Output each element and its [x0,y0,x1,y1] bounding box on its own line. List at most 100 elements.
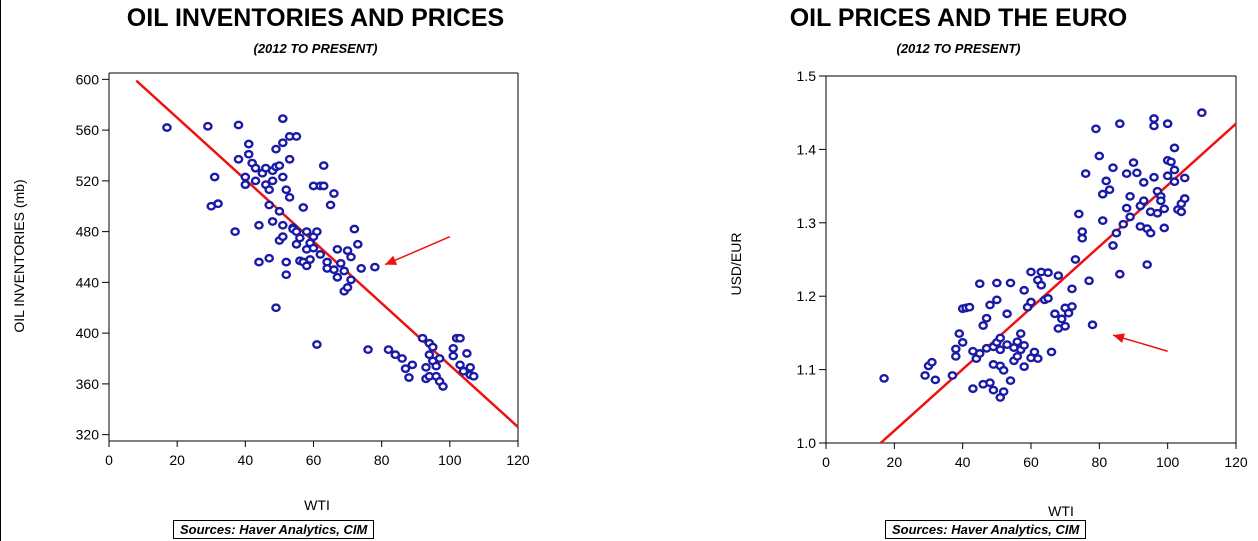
data-point [1111,228,1122,238]
data-point [1043,294,1053,303]
data-point [985,378,995,388]
data-point [240,180,251,190]
y-tick-label: 560 [76,122,100,138]
data-point [312,340,322,349]
data-point [1019,285,1029,295]
data-point [954,329,965,339]
data-point [1070,255,1081,264]
data-point [329,265,339,275]
data-point [203,121,213,131]
data-point [325,200,336,210]
data-point [1169,143,1180,153]
data-point [424,350,435,360]
data-point [1101,176,1111,186]
annotation-arrow-head [1113,333,1125,344]
data-point [1063,308,1074,318]
x-axis-label: WTI [1048,503,1074,519]
data-point [1149,114,1159,123]
x-tick-label: 120 [1224,454,1248,470]
data-point [1176,207,1187,217]
data-point [264,200,274,210]
y-tick-label: 1.3 [797,215,817,231]
data-point [383,345,394,355]
data-point [1074,209,1084,219]
data-point [213,199,223,209]
data-point [1026,297,1036,307]
data-point [431,361,442,371]
data-point [1118,219,1129,229]
data-point [1104,185,1115,195]
data-point [370,262,380,272]
data-point [271,303,281,313]
y-tick-label: 480 [76,224,100,240]
data-point [1142,260,1152,270]
data-point [947,371,958,380]
data-point [1138,196,1149,206]
data-point [1159,204,1170,214]
data-point [981,313,992,323]
data-point [1012,337,1023,347]
x-tick-label: 40 [955,454,971,470]
data-point [1121,169,1132,179]
y-tick-label: 1.0 [797,435,817,451]
data-point [233,120,244,130]
data-point [1132,168,1142,178]
data-point [1125,191,1135,201]
data-point [1156,196,1166,206]
data-point [1149,121,1159,131]
data-point [951,351,961,361]
data-point [298,203,309,212]
x-tick-label: 0 [822,454,830,470]
data-point [342,283,353,292]
data-point [1067,284,1077,294]
data-point [995,345,1006,355]
data-point [1108,163,1118,173]
y-tick-label: 440 [76,274,100,290]
data-point [879,374,889,383]
x-tick-label: 120 [506,452,530,468]
x-tick-label: 20 [887,454,903,470]
data-point [1149,172,1159,182]
data-point [278,232,288,242]
data-point [995,333,1006,343]
data-point [1005,376,1016,386]
data-point [1145,228,1156,238]
data-point [1019,340,1029,350]
data-point [1108,241,1118,250]
data-point [267,176,278,186]
data-point [291,227,302,237]
data-point [274,161,285,171]
data-point [1125,212,1135,222]
data-point [267,217,278,226]
data-point [1080,169,1091,179]
data-point [284,192,295,202]
data-point [318,181,329,191]
data-point [1169,177,1180,187]
data-point [404,373,414,382]
annotation-arrow-head [385,255,398,265]
data-point [1012,351,1023,361]
data-point [1097,216,1108,225]
y-tick-label: 1.5 [797,68,817,84]
data-point [400,364,411,374]
data-point [1015,329,1026,339]
data-point [332,272,343,282]
data-point [243,149,254,159]
data-point [407,360,418,370]
chart-subtitle: (2012 TO PRESENT) [896,41,1021,56]
data-point [421,362,431,372]
data-point [964,302,975,312]
data-point [1091,124,1101,134]
regression-line [879,122,1237,444]
data-point [978,321,988,330]
data-point [230,227,240,237]
data-point [271,144,281,154]
data-point [342,246,353,256]
data-point [243,139,254,149]
data-point [209,172,220,182]
data-point [301,227,312,237]
data-point [992,295,1002,305]
data-point [974,349,985,358]
data-point [968,384,978,394]
data-point [233,154,244,164]
